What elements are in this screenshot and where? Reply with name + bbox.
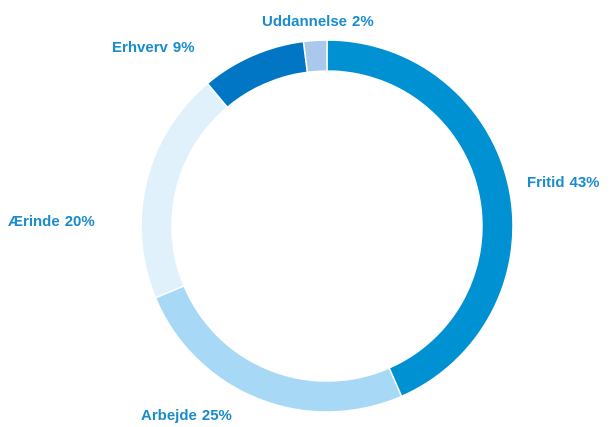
category-label: Erhverv [112,39,169,56]
slice-label: Erhverv 9% [112,39,195,56]
category-label: Uddannelse [262,13,347,30]
donut-slice [154,284,403,413]
donut-slice [302,39,328,74]
value-label: 2% [352,13,374,30]
slice-label: Ærinde 20% [8,213,95,230]
slice-label: Uddannelse 2% [262,13,374,30]
value-label: 20% [65,213,95,230]
value-label: 25% [202,407,232,424]
value-label: 9% [173,39,195,56]
donut-slice [140,82,229,299]
category-label: Ærinde [8,213,60,230]
category-label: Arbejde [141,407,197,424]
slice-label: Arbejde 25% [141,407,232,424]
category-label: Fritid [527,174,565,191]
donut-slice [206,40,309,109]
slice-label: Fritid 43% [527,174,600,191]
donut-slice [326,39,514,398]
value-label: 43% [570,174,600,191]
